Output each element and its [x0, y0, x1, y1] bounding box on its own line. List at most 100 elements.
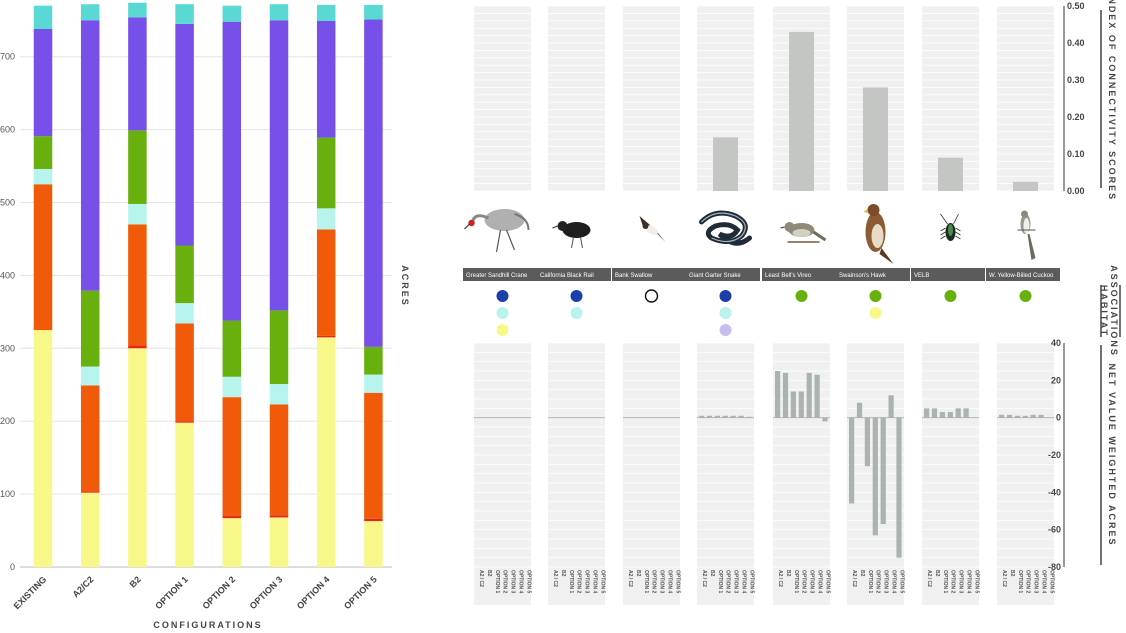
- bar-segment: [33, 136, 53, 169]
- net-value-bar: [955, 408, 961, 418]
- net-value-bar: [706, 415, 713, 418]
- bar-segment: [175, 23, 194, 246]
- species-label: VELB: [914, 273, 929, 279]
- habitat-dot: [496, 324, 509, 336]
- net-value-bar: [896, 417, 902, 558]
- species-label: Giant Garter Snake: [689, 273, 741, 279]
- option-label: OPTION 1: [717, 570, 723, 594]
- option-label: A2 / C2: [627, 570, 633, 587]
- bar-segment: [33, 5, 53, 29]
- net-value-bar: [738, 415, 744, 418]
- habitat-dot: [496, 290, 509, 302]
- option-label: OPTION 3: [510, 570, 516, 594]
- y-tick-label: 200: [0, 416, 15, 426]
- option-label: OPTION 2: [950, 570, 956, 594]
- option-label: A2 / C2: [478, 570, 484, 587]
- plot-panel: [474, 6, 531, 191]
- net-value-bar: [782, 372, 789, 418]
- species-label: W. Yellow-Billed Cuckoo: [989, 273, 1054, 279]
- net-value-bar: [872, 417, 878, 536]
- bar-segment: [80, 491, 100, 493]
- bar-segment: [80, 4, 100, 21]
- bar-segment: [269, 517, 289, 567]
- y-tick-label: 40: [1051, 338, 1061, 348]
- x-tick-label: OPTION 1: [153, 574, 190, 611]
- species-label-bar: [612, 268, 686, 281]
- bar-segment: [175, 323, 194, 422]
- crane-icon: [464, 209, 530, 253]
- habitat-dot: [719, 290, 732, 302]
- option-label: OPTION 4: [891, 570, 897, 594]
- species-label-bar: [537, 268, 611, 281]
- net-value-bar: [947, 412, 953, 418]
- bar-segment: [128, 348, 147, 567]
- y-tick-label: 0.40: [1067, 38, 1085, 48]
- habitat-dot: [795, 290, 808, 302]
- bar-segment: [269, 384, 289, 405]
- net-value-bar: [931, 408, 938, 418]
- option-label: OPTION 3: [584, 570, 590, 594]
- bar-segment: [269, 310, 289, 385]
- y-tick-label: 100: [0, 489, 15, 499]
- swallow-icon: [639, 216, 666, 242]
- option-label: B2: [859, 570, 865, 577]
- habitat-title-line2: ASSOCIATIONS: [1109, 265, 1119, 357]
- option-label: OPTION 3: [883, 570, 889, 594]
- habitat-dot: [719, 324, 732, 336]
- net-value-bar: [775, 371, 781, 418]
- option-label: OPTION 5: [898, 570, 904, 594]
- option-label: OPTION 4: [1041, 570, 1047, 594]
- y-tick-label: -40: [1048, 487, 1061, 497]
- y-tick-label: 0.30: [1067, 75, 1085, 85]
- option-label: B2: [560, 570, 566, 577]
- rail-icon: [552, 221, 591, 249]
- bar-segment: [33, 168, 53, 185]
- option-label: OPTION 3: [958, 570, 964, 594]
- bar-segment: [316, 229, 336, 336]
- bar-segment: [175, 245, 194, 304]
- habitat-title-line1: HABITAT: [1099, 285, 1109, 337]
- y-tick-label: 20: [1051, 375, 1061, 385]
- option-label: OPTION 2: [725, 570, 731, 594]
- habitat-associations: HABITAT ASSOCIATIONS: [496, 265, 1121, 357]
- option-label: OPTION 1: [643, 570, 649, 594]
- bar-segment: [364, 392, 383, 519]
- bar-segment: [33, 184, 53, 331]
- stacked-bar-chart: [20, 2, 392, 568]
- y-tick-label: 0: [10, 562, 15, 572]
- option-label: B2: [635, 570, 641, 577]
- y-tick-label: -80: [1048, 562, 1061, 572]
- connectivity-bar: [713, 137, 738, 191]
- species-label: Bank Swallow: [615, 273, 653, 279]
- species-label-bar: [762, 268, 836, 281]
- y-tick-label: 300: [0, 343, 15, 353]
- net-value-bar: [822, 417, 828, 422]
- x-tick-label: OPTION 4: [295, 574, 332, 611]
- connectivity-bar: [938, 157, 963, 191]
- bar-segment: [128, 2, 147, 18]
- net-value-bar: [864, 417, 870, 467]
- net-value-bar: [1038, 414, 1044, 418]
- net-value-bar: [963, 408, 969, 418]
- species-label-bar: [836, 268, 910, 281]
- y-axis-title: NET VALUE WEIGHTED ACRES: [1107, 363, 1117, 546]
- option-label: OPTION 2: [1025, 570, 1031, 594]
- species-label-bar: [686, 268, 760, 281]
- bar-segment: [316, 337, 336, 567]
- bar-segment: [128, 203, 147, 225]
- y-tick-label: 0: [1056, 413, 1061, 423]
- y-tick-label: 600: [0, 125, 15, 135]
- bar-segment: [128, 17, 147, 131]
- bar-segment: [316, 20, 336, 138]
- option-label: OPTION 2: [576, 570, 582, 594]
- net-value-bar: [730, 415, 736, 418]
- net-value-bar: [849, 417, 855, 504]
- option-label: OPTION 2: [502, 570, 508, 594]
- species-label-bar: [463, 268, 537, 281]
- net-value-bar: [888, 395, 894, 418]
- bar-segment: [222, 320, 242, 377]
- y-axis-title: ACRES: [400, 265, 410, 307]
- bar-segment: [222, 376, 242, 398]
- habitat-dot: [1019, 290, 1032, 302]
